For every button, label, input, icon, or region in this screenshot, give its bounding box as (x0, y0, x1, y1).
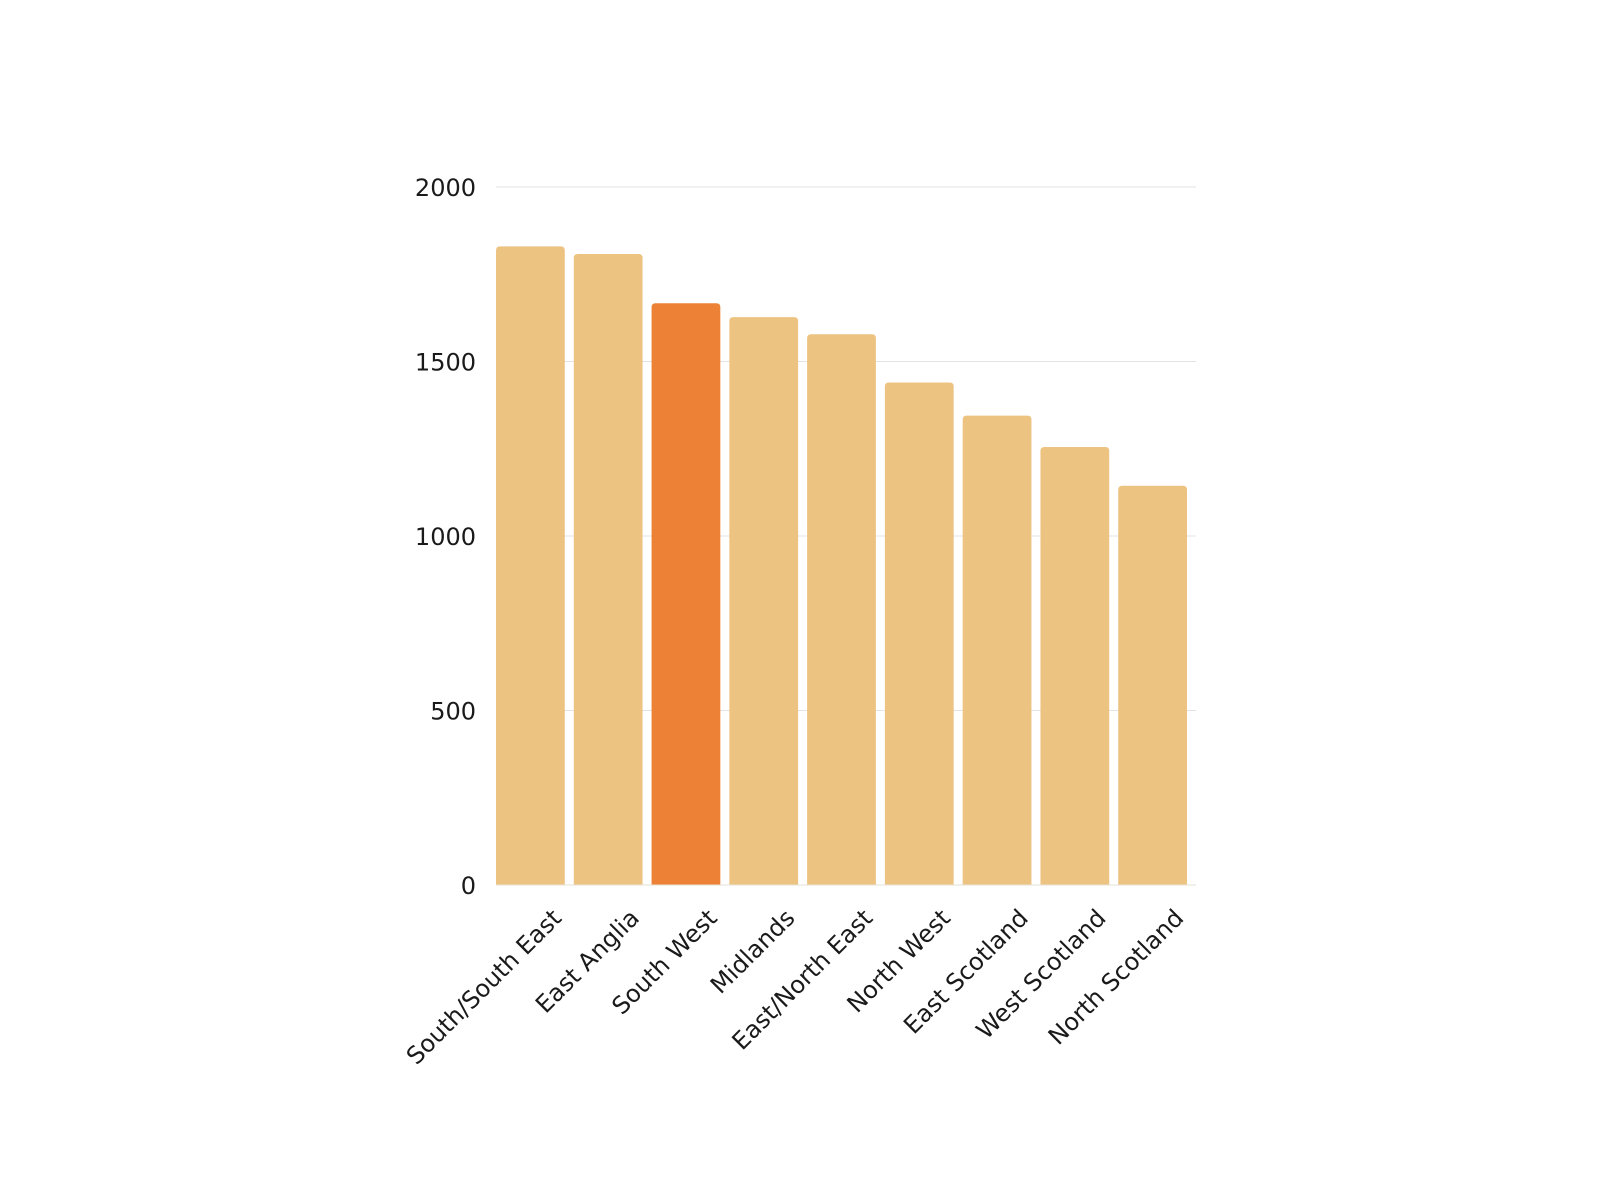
y-tick-label: 1000 (415, 523, 476, 551)
bar (807, 334, 876, 885)
bar (651, 303, 721, 885)
bar (884, 382, 954, 885)
bar (962, 415, 1032, 885)
bar (496, 246, 565, 885)
y-tick-label: 500 (430, 698, 476, 726)
bars (496, 246, 1187, 885)
bar (1118, 485, 1187, 885)
bar (729, 317, 799, 885)
y-tick-label: 1500 (415, 349, 476, 377)
x-tick-label: North Scotland (1043, 904, 1189, 1050)
bar (573, 254, 643, 885)
x-tick-label: East/North East (727, 904, 879, 1056)
y-axis-ticks: 0 500 1000 1500 2000 (415, 174, 476, 900)
bar (1040, 447, 1110, 885)
y-tick-label: 0 (461, 872, 476, 900)
y-tick-label: 2000 (415, 174, 476, 202)
